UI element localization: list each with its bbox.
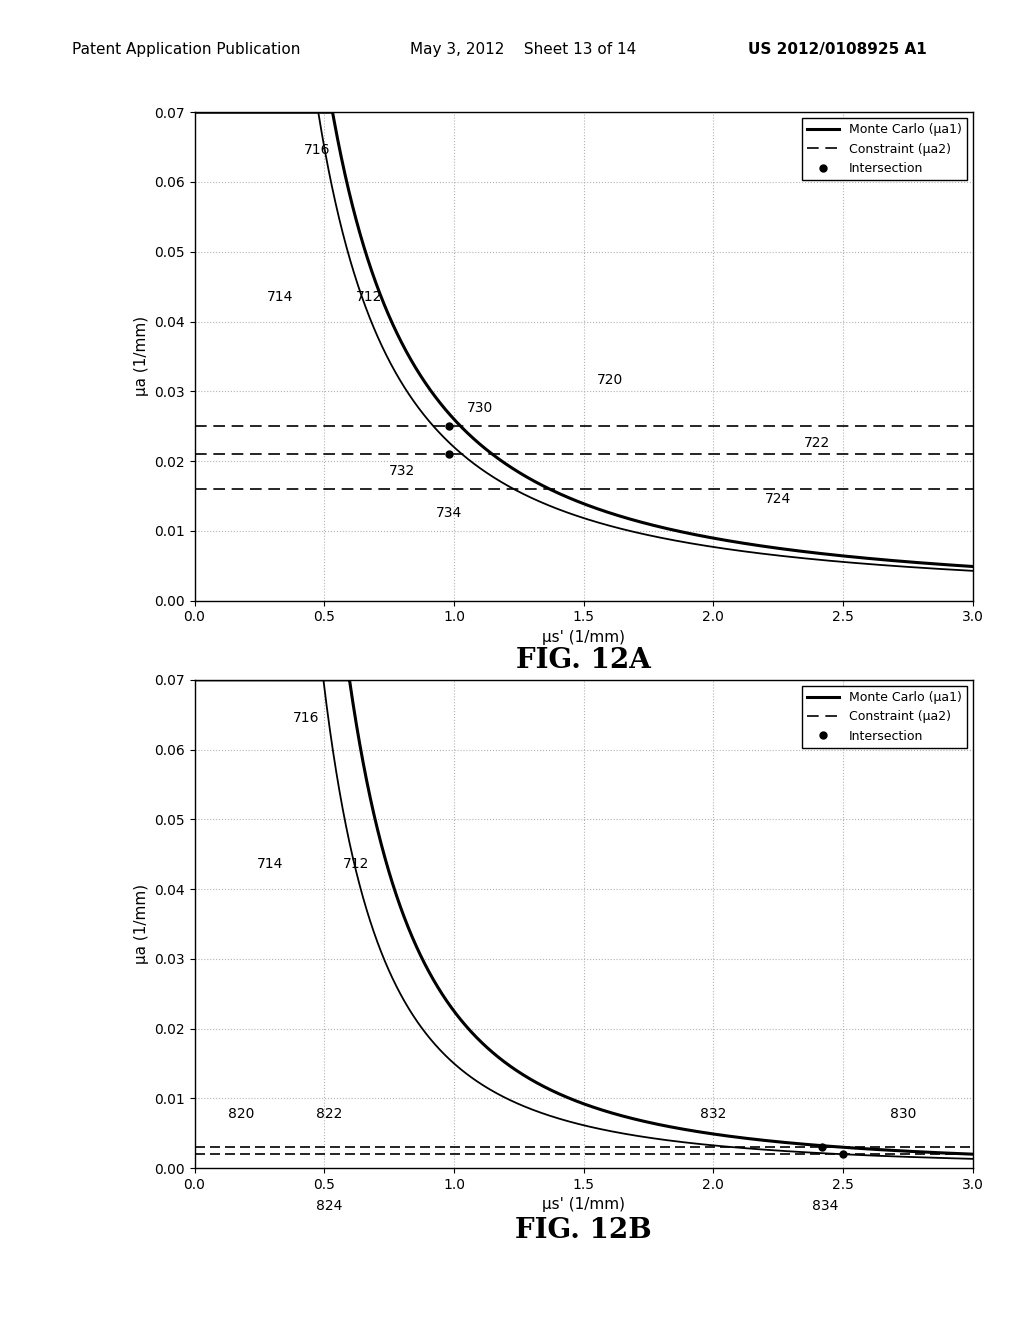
Text: 834: 834: [812, 1199, 839, 1213]
Text: 712: 712: [342, 857, 369, 871]
Text: 830: 830: [890, 1107, 916, 1121]
Text: 716: 716: [303, 143, 330, 157]
Legend: Monte Carlo (μa1), Constraint (μa2), Intersection: Monte Carlo (μa1), Constraint (μa2), Int…: [803, 119, 967, 180]
X-axis label: μs' (1/mm): μs' (1/mm): [542, 630, 626, 645]
Text: FIG. 12B: FIG. 12B: [515, 1217, 652, 1243]
Text: Patent Application Publication: Patent Application Publication: [72, 42, 300, 57]
Text: 716: 716: [293, 710, 319, 725]
Text: 822: 822: [316, 1107, 343, 1121]
X-axis label: μs' (1/mm): μs' (1/mm): [542, 1197, 626, 1213]
Text: 824: 824: [316, 1199, 343, 1213]
Text: 832: 832: [700, 1107, 727, 1121]
Text: 730: 730: [467, 401, 494, 416]
Text: US 2012/0108925 A1: US 2012/0108925 A1: [748, 42, 927, 57]
Text: 720: 720: [597, 374, 623, 387]
Y-axis label: μa (1/mm): μa (1/mm): [133, 317, 148, 396]
Y-axis label: μa (1/mm): μa (1/mm): [133, 884, 148, 964]
Text: 732: 732: [389, 465, 416, 478]
Text: 722: 722: [804, 436, 830, 450]
Legend: Monte Carlo (μa1), Constraint (μa2), Intersection: Monte Carlo (μa1), Constraint (μa2), Int…: [803, 686, 967, 747]
Text: 712: 712: [355, 289, 382, 304]
Text: FIG. 12A: FIG. 12A: [516, 647, 651, 673]
Text: 734: 734: [436, 506, 462, 520]
Text: 714: 714: [257, 857, 284, 871]
Text: May 3, 2012    Sheet 13 of 14: May 3, 2012 Sheet 13 of 14: [410, 42, 636, 57]
Text: 714: 714: [267, 289, 294, 304]
Text: 724: 724: [765, 492, 792, 506]
Text: 820: 820: [228, 1107, 255, 1121]
